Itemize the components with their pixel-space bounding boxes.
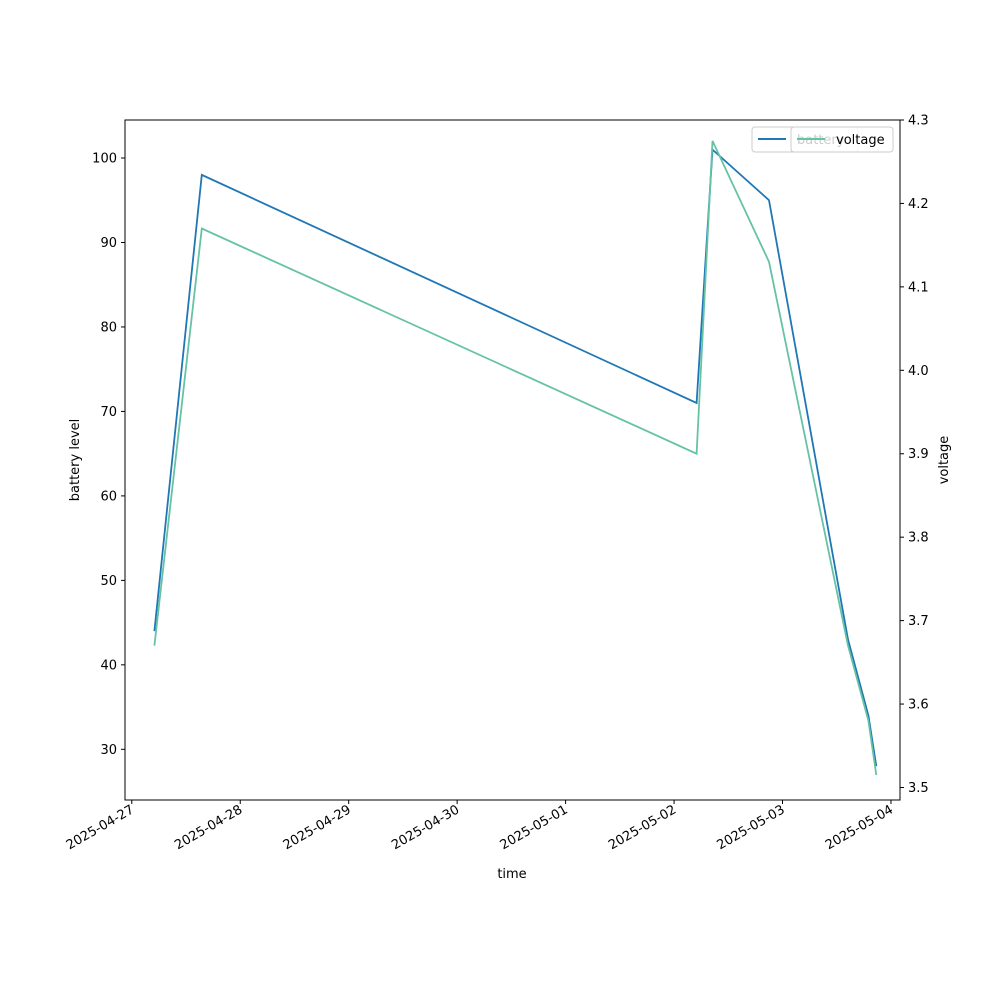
x-axis: 2025-04-27 2025-04-28 2025-04-29 2025-04-30…	[64, 800, 896, 853]
series-line-voltage	[153, 140, 878, 776]
series-line-battery	[153, 147, 878, 767]
right-y-tick-label: 4.0	[908, 364, 929, 379]
left-y-tick-label: 60	[100, 489, 117, 504]
right-y-axis: 3.5 3.6 3.7 3.8 3.9 4.0 4.1 4.2 4.3	[900, 114, 929, 796]
x-tick-label: 2025-04-28	[172, 802, 245, 853]
legend-frame	[790, 126, 894, 153]
right-y-tick-label: 3.9	[908, 447, 929, 462]
left-y-tick-label: 90	[100, 236, 117, 251]
left-y-axis: 30 40 50 60 70 80 90 100	[92, 152, 125, 758]
right-y-tick-label: 4.2	[908, 197, 929, 212]
x-tick-label: 2025-05-02	[606, 802, 679, 853]
plot-lines	[153, 140, 878, 776]
left-y-tick-label: 40	[100, 658, 117, 673]
left-y-tick-label: 30	[100, 743, 117, 758]
x-tick-label: 2025-05-04	[823, 802, 896, 853]
x-tick-label: 2025-04-29	[281, 802, 354, 853]
left-y-tick-label: 100	[92, 152, 117, 167]
right-y-tick-label: 4.3	[908, 114, 929, 129]
x-tick-label: 2025-05-01	[498, 802, 571, 853]
legend-label: voltage	[836, 133, 885, 148]
x-tick-label: 2025-04-30	[389, 802, 462, 853]
left-y-tick-label: 70	[100, 405, 117, 420]
right-y-tick-label: 3.8	[908, 531, 929, 546]
x-tick-label: 2025-04-27	[64, 802, 137, 853]
plot-area-frame	[124, 119, 901, 801]
left-y-axis-label: battery level	[68, 419, 83, 502]
right-y-tick-label: 3.5	[908, 781, 929, 796]
left-y-tick-label: 80	[100, 320, 117, 335]
x-tick-label: 2025-05-03	[715, 802, 788, 853]
left-y-tick-label: 50	[100, 574, 117, 589]
legend-voltage: voltage	[790, 126, 894, 153]
x-axis-label: time	[497, 867, 526, 882]
right-y-tick-label: 3.6	[908, 698, 929, 713]
right-y-axis-label: voltage	[937, 436, 952, 485]
right-y-tick-label: 3.7	[908, 614, 929, 629]
right-y-tick-label: 4.1	[908, 280, 929, 295]
